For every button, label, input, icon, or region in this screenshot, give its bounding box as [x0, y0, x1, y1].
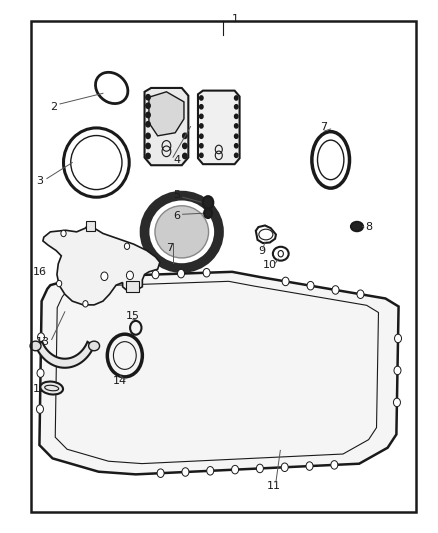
- Circle shape: [146, 133, 150, 139]
- Circle shape: [200, 134, 203, 139]
- Circle shape: [282, 277, 289, 286]
- Polygon shape: [39, 272, 399, 474]
- Circle shape: [332, 286, 339, 294]
- Circle shape: [200, 104, 203, 109]
- Text: 3: 3: [36, 176, 43, 186]
- Circle shape: [204, 208, 212, 218]
- Circle shape: [307, 281, 314, 290]
- Ellipse shape: [155, 206, 208, 258]
- Bar: [31, 21, 416, 512]
- Text: 5: 5: [173, 190, 180, 199]
- Circle shape: [207, 466, 214, 475]
- Circle shape: [124, 243, 130, 249]
- Text: 14: 14: [113, 376, 127, 386]
- Circle shape: [101, 272, 108, 280]
- Text: 10: 10: [263, 260, 277, 270]
- Circle shape: [200, 114, 203, 118]
- Circle shape: [234, 104, 238, 109]
- Circle shape: [200, 96, 203, 100]
- Circle shape: [234, 124, 238, 128]
- Circle shape: [234, 114, 238, 118]
- Ellipse shape: [88, 341, 99, 351]
- Circle shape: [183, 133, 187, 139]
- Circle shape: [146, 122, 150, 127]
- Text: 12: 12: [32, 384, 46, 394]
- Circle shape: [146, 94, 150, 100]
- Circle shape: [331, 461, 338, 469]
- Circle shape: [203, 269, 210, 277]
- Polygon shape: [149, 92, 184, 136]
- Text: 6: 6: [173, 211, 180, 221]
- Circle shape: [395, 334, 402, 343]
- Polygon shape: [198, 91, 240, 164]
- Ellipse shape: [351, 222, 363, 231]
- Circle shape: [177, 269, 184, 278]
- Circle shape: [234, 96, 238, 100]
- Circle shape: [234, 134, 238, 139]
- Polygon shape: [145, 88, 188, 165]
- Circle shape: [183, 143, 187, 149]
- Ellipse shape: [40, 382, 63, 394]
- Circle shape: [234, 144, 238, 148]
- Circle shape: [38, 333, 45, 341]
- Circle shape: [37, 369, 44, 377]
- Circle shape: [83, 301, 88, 307]
- Circle shape: [281, 463, 288, 472]
- Circle shape: [146, 112, 150, 118]
- Text: 15: 15: [126, 311, 140, 320]
- Circle shape: [256, 464, 263, 473]
- Circle shape: [157, 469, 164, 478]
- Text: 16: 16: [33, 267, 47, 277]
- Circle shape: [152, 270, 159, 279]
- Circle shape: [146, 154, 150, 159]
- Circle shape: [234, 153, 238, 157]
- Text: 4: 4: [173, 155, 180, 165]
- Text: 1: 1: [232, 14, 239, 23]
- Text: 11: 11: [267, 481, 281, 491]
- Text: 7: 7: [321, 122, 328, 132]
- Circle shape: [183, 154, 187, 159]
- Circle shape: [200, 144, 203, 148]
- Polygon shape: [43, 223, 160, 305]
- Bar: [86, 221, 95, 231]
- Circle shape: [182, 468, 189, 477]
- Text: 9: 9: [258, 246, 265, 255]
- Circle shape: [306, 462, 313, 470]
- Circle shape: [394, 366, 401, 375]
- Circle shape: [61, 230, 66, 237]
- Circle shape: [203, 196, 213, 209]
- Circle shape: [127, 271, 134, 280]
- Text: 7: 7: [166, 243, 173, 253]
- Circle shape: [200, 124, 203, 128]
- Text: 2: 2: [50, 102, 57, 111]
- Text: 13: 13: [36, 337, 50, 347]
- Bar: [126, 281, 139, 292]
- Circle shape: [393, 398, 400, 407]
- Circle shape: [357, 290, 364, 298]
- Circle shape: [200, 153, 203, 157]
- Ellipse shape: [30, 341, 41, 351]
- Circle shape: [57, 280, 62, 287]
- Circle shape: [36, 405, 43, 414]
- Polygon shape: [35, 342, 94, 368]
- Text: 8: 8: [365, 222, 372, 232]
- Circle shape: [232, 465, 239, 474]
- Circle shape: [146, 103, 150, 108]
- Circle shape: [146, 143, 150, 149]
